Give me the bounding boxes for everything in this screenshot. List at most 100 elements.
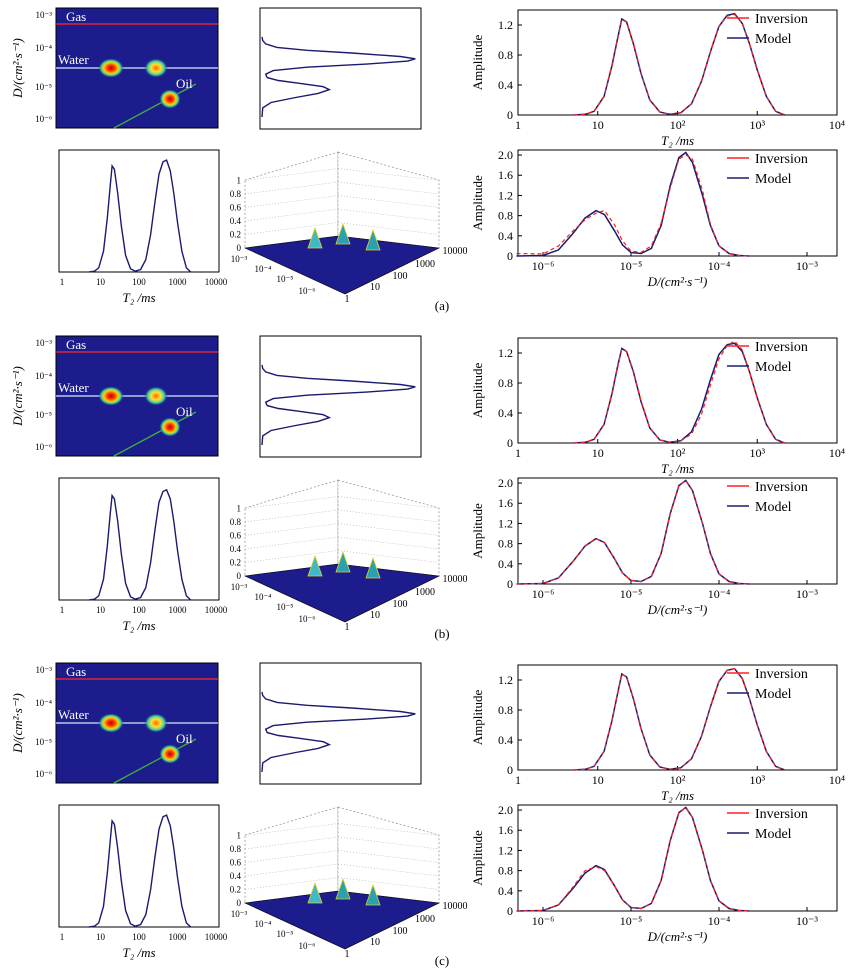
surface-ytick: 10⁻⁴ <box>255 264 272 274</box>
surface-peak <box>307 226 323 249</box>
surface-ytick: 10⁻⁵ <box>277 274 294 284</box>
surface-gridline <box>337 877 440 890</box>
map-ytick: 10⁻⁶ <box>35 442 52 452</box>
t2_plot-ytick: 0.8 <box>498 48 513 62</box>
series-line-model <box>573 342 785 444</box>
surface-xtick: 100 <box>393 926 408 937</box>
d_plot-xtick: 10⁻⁶ <box>532 914 555 928</box>
surface-gridline <box>244 496 339 509</box>
series-line-inversion <box>516 806 750 912</box>
d_plot-ytick: 1.6 <box>498 823 513 837</box>
d-projection <box>259 335 422 458</box>
d_plot-ytick: 0.8 <box>498 864 513 878</box>
map-ytick: 10⁻³ <box>36 338 53 348</box>
surface-gridline <box>244 877 339 890</box>
gas-label: Gas <box>66 664 86 679</box>
surface-xtick: 10000 <box>443 574 468 585</box>
dt2-map: Gas Water Oil 10⁻³ 10⁻⁴ 10⁻⁵ 10⁻⁶ D/(cm²·s⁻¹) <box>10 662 219 784</box>
t2-projection-line <box>88 159 192 273</box>
legend-label-inversion: Inversion <box>755 807 808 822</box>
d_plot-ytick: 0 <box>507 577 513 591</box>
d_plot-plot: 0 0.4 0.8 1.2 1.6 2.0 10⁻⁶ 10⁻⁵ 10⁻⁴ 10⁻³ Amplitud… <box>470 148 838 289</box>
series-line-model <box>516 806 750 912</box>
legend-label-inversion: Inversion <box>755 480 808 495</box>
surface-3d: 0 0.2 0.4 0.6 0.8 1 1 10 100 1000 10000 10⁻³ 10⁻⁴ 10⁻… <box>230 806 468 960</box>
d_plot-ytick: 2.0 <box>498 803 513 817</box>
d_plot-xtick: 10⁻⁶ <box>532 259 555 273</box>
t2_plot-xtick: 10³ <box>749 118 765 132</box>
surface-gridline <box>337 181 440 195</box>
surface-xtick: 1000 <box>415 914 435 925</box>
surface-gridline <box>337 195 440 208</box>
map-ytick: 10⁻³ <box>36 10 53 20</box>
t2-projection-xtick: 1000 <box>169 605 188 615</box>
surface-gridline <box>244 823 339 836</box>
legend-label-inversion: Inversion <box>755 12 808 27</box>
series-line-inversion <box>516 154 750 257</box>
surface-gridline <box>244 222 339 235</box>
d_plot-frame <box>517 477 838 585</box>
oil-peak <box>159 744 181 764</box>
legend-label-model: Model <box>755 500 792 515</box>
d_plot-legend: Inversion Model <box>727 152 808 187</box>
d_plot-ylabel: Amplitude <box>470 175 485 231</box>
surface-3d: 0 0.2 0.4 0.6 0.8 1 1 10 100 1000 10000 10⁻³ 10⁻⁴ 10⁻… <box>230 479 468 633</box>
t2-projection-xtick: 10 <box>96 277 106 287</box>
surface-gridline <box>337 836 440 850</box>
surface-gridline <box>244 181 339 195</box>
d_plot-xtick: 10⁻⁴ <box>708 587 731 601</box>
d_plot-ytick: 0 <box>507 904 513 918</box>
d_plot-plot: 0 0.4 0.8 1.2 1.6 2.0 10⁻⁶ 10⁻⁵ 10⁻⁴ 10⁻³ Amplitud… <box>470 476 838 617</box>
surface-ztick: 0.4 <box>230 544 242 554</box>
surface-wall-left <box>244 479 339 577</box>
surface-wall-right <box>337 151 440 249</box>
map-ytick: 10⁻⁵ <box>35 410 52 420</box>
oil-line <box>113 411 197 457</box>
series-line-inversion <box>573 13 785 116</box>
d_plot-ytick: 0.4 <box>498 229 513 243</box>
t2-projection-xlabel: T₂ /ms <box>122 618 155 633</box>
series-line-model <box>516 479 750 585</box>
surface-xtick: 10000 <box>443 246 468 257</box>
surface-wall-left <box>244 806 339 904</box>
surface-wall-left <box>244 151 339 249</box>
t2_plot-ylabel: Amplitude <box>470 689 485 745</box>
t2_plot-ylabel: Amplitude <box>470 362 485 418</box>
t2-projection-xlabel: T₂ /ms <box>122 945 155 960</box>
t2-projection: 1 10 100 1000 10000 T₂ /ms <box>58 149 228 305</box>
surface-ytick: 10⁻³ <box>231 909 248 919</box>
surface-ztick: 0.8 <box>230 517 242 527</box>
surface-gridline <box>337 509 440 523</box>
surface-xtick: 1000 <box>415 587 435 598</box>
surface-floor <box>243 235 441 295</box>
d_plot-ytick: 0 <box>507 249 513 263</box>
surface-wall-right <box>337 806 440 904</box>
t2_plot-plot: 0 0.4 0.8 1.2 1 10 10² 10³ 10⁴ Amplitude T₂ /ms Inv… <box>470 9 845 148</box>
d-projection-frame <box>259 335 422 458</box>
surface-peak <box>365 883 381 906</box>
legend-label-inversion: Inversion <box>755 340 808 355</box>
surface-ztick: 0.8 <box>230 189 242 199</box>
d_plot-frame <box>517 149 838 257</box>
surface-gridline <box>244 168 339 181</box>
surface-ztick: 1 <box>237 504 242 514</box>
d_plot-ytick: 1.2 <box>498 843 513 857</box>
legend-label-model: Model <box>755 827 792 842</box>
t2_plot-xtick: 1 <box>515 773 521 787</box>
surface-3d: 0 0.2 0.4 0.6 0.8 1 1 10 100 1000 10000 10⁻³ 10⁻⁴ 10⁻… <box>230 151 468 305</box>
water-peak-long <box>144 713 168 733</box>
surface-gridline <box>244 863 339 877</box>
t2-projection-xtick: 1 <box>60 277 65 287</box>
t2-projection-xtick: 10000 <box>205 605 228 615</box>
series-line-inversion <box>573 668 785 771</box>
surface-peak <box>307 881 323 904</box>
t2_plot-ytick: 0.4 <box>498 733 513 747</box>
d_plot-ylabel: Amplitude <box>470 503 485 559</box>
d_plot-plot: 0 0.4 0.8 1.2 1.6 2.0 10⁻⁶ 10⁻⁵ 10⁻⁴ 10⁻³ Amplitud… <box>470 803 838 944</box>
surface-xtick: 10 <box>370 937 380 948</box>
d_plot-ytick: 0.4 <box>498 557 513 571</box>
surface-gridline <box>337 208 440 222</box>
map-ylabel: D/(cm²·s⁻¹) <box>10 693 25 754</box>
